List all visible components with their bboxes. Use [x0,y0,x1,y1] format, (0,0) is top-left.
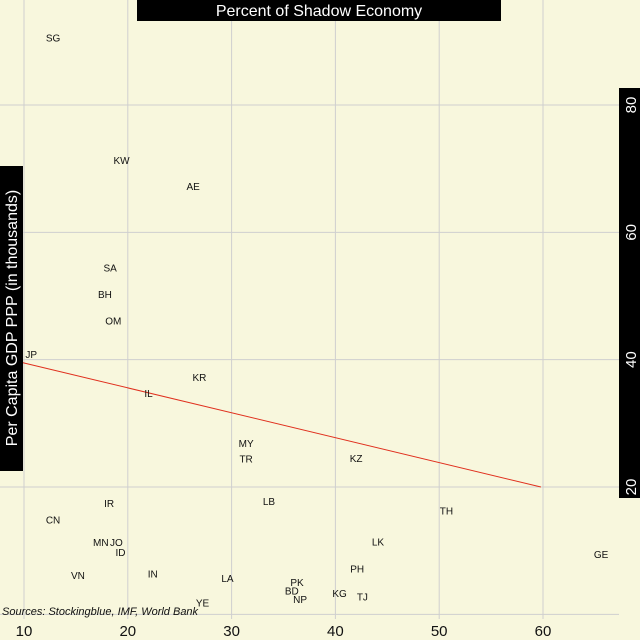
point-tj: TJ [357,593,368,604]
y-tick-80: 80 [623,97,640,114]
trendline [20,361,542,488]
point-bd: BD [285,586,299,597]
title-band [137,0,501,21]
point-kw: KW [114,156,131,167]
point-ye: YE [196,598,210,609]
x-tick-20: 20 [119,623,136,640]
ylabel-band [0,166,23,471]
point-cn: CN [46,516,60,527]
x-tick-60: 60 [535,623,552,640]
point-vn: VN [71,571,85,582]
point-sa: SA [103,263,117,274]
point-ir: IR [104,499,114,510]
point-om: OM [105,316,121,327]
point-my: MY [239,439,254,450]
y-tick-60: 60 [623,224,640,241]
points-group: SG KW AE SA BH OM JP KR IL MY TR KZ LB IR TH CN LK MN JOID… [25,34,608,610]
y-tick-20: 20 [623,479,640,496]
chart-title: Percent of Shadow Economy [216,3,422,20]
point-la: LA [221,574,234,585]
point-jo: JO [110,538,123,549]
x-tick-40: 40 [327,623,344,640]
point-kz: KZ [350,454,363,465]
y-tick-labels: 20 40 60 80 [623,97,640,496]
point-ph: PH [350,565,364,576]
x-tick-50: 50 [431,623,448,640]
point-kr: KR [192,373,206,384]
point-lk: LK [372,537,385,548]
point-pk: PK [290,578,304,589]
x-tick-labels: 10 20 30 40 50 60 [16,623,552,640]
point-th: TH [440,507,453,518]
grid-lines [0,0,619,619]
point-in: IN [148,570,158,581]
source-note: Sources: Stockingblue, IMF, World Bank [2,606,199,618]
x-tick-10: 10 [16,623,33,640]
point-id: ID [116,548,126,559]
point-ge: GE [594,550,609,561]
point-tr: TR [239,454,252,465]
y-axis-label: Per Capita GDP PPP (in thousands) [4,190,21,446]
point-mn: MN [93,538,109,549]
point-ae: AE [187,182,201,193]
point-kg: KG [332,589,347,600]
point-il: IL [144,389,153,400]
point-np: NP [293,595,307,606]
x-tick-30: 30 [223,623,240,640]
trendline-group [20,361,542,488]
y-tick-band [619,88,640,498]
point-jp: JP [25,350,37,361]
point-lb: LB [263,497,276,508]
point-sg: SG [46,34,61,45]
x-tick-band [0,619,640,640]
y-tick-40: 40 [623,351,640,368]
point-bh: BH [98,290,112,301]
